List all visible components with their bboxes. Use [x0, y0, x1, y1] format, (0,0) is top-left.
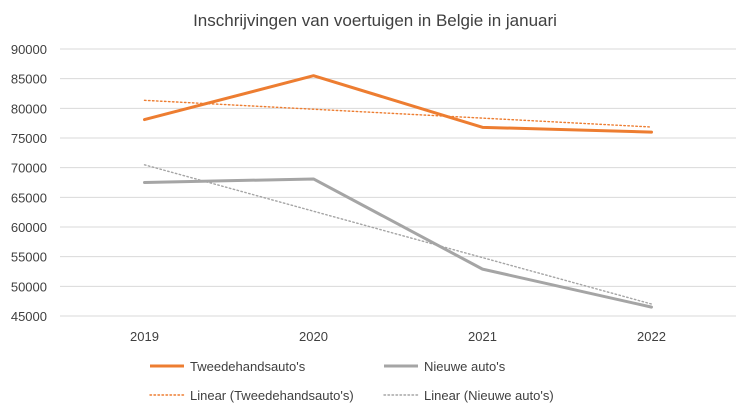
- legend-label: Linear (Tweedehandsauto's): [190, 388, 354, 403]
- y-tick-label: 45000: [11, 309, 47, 324]
- legend: Tweedehandsauto's Nieuwe auto's Linear (Tw…: [149, 359, 554, 403]
- y-tick-label: 50000: [11, 279, 47, 294]
- x-tick-label: 2019: [130, 329, 159, 344]
- x-tick-label: 2020: [299, 329, 328, 344]
- legend-label: Tweedehandsauto's: [190, 359, 306, 374]
- y-tick-label: 70000: [11, 161, 47, 176]
- y-tick-label: 60000: [11, 220, 47, 235]
- y-axis: 90000 85000 80000 75000 70000 65000 60000 55000…: [11, 42, 47, 324]
- series-lines: [143, 74, 653, 309]
- y-tick-label: 90000: [11, 42, 47, 57]
- gridlines: [60, 48, 736, 317]
- y-tick-label: 65000: [11, 190, 47, 205]
- series-line: [143, 177, 653, 309]
- x-tick-label: 2022: [637, 329, 666, 344]
- trendline: [143, 99, 653, 128]
- y-tick-label: 85000: [11, 72, 47, 87]
- y-tick-label: 80000: [11, 101, 47, 116]
- y-tick-label: 55000: [11, 250, 47, 265]
- legend-label: Nieuwe auto's: [424, 359, 506, 374]
- series-line: [143, 74, 653, 134]
- trendlines: [143, 99, 653, 305]
- x-axis: 2019 2020 2021 2022: [130, 329, 666, 344]
- chart-title: Inschrijvingen van voertuigen in Belgie …: [193, 11, 557, 30]
- y-tick-label: 75000: [11, 131, 47, 146]
- trendline: [143, 164, 653, 305]
- legend-label: Linear (Nieuwe auto's): [424, 388, 554, 403]
- x-tick-label: 2021: [468, 329, 497, 344]
